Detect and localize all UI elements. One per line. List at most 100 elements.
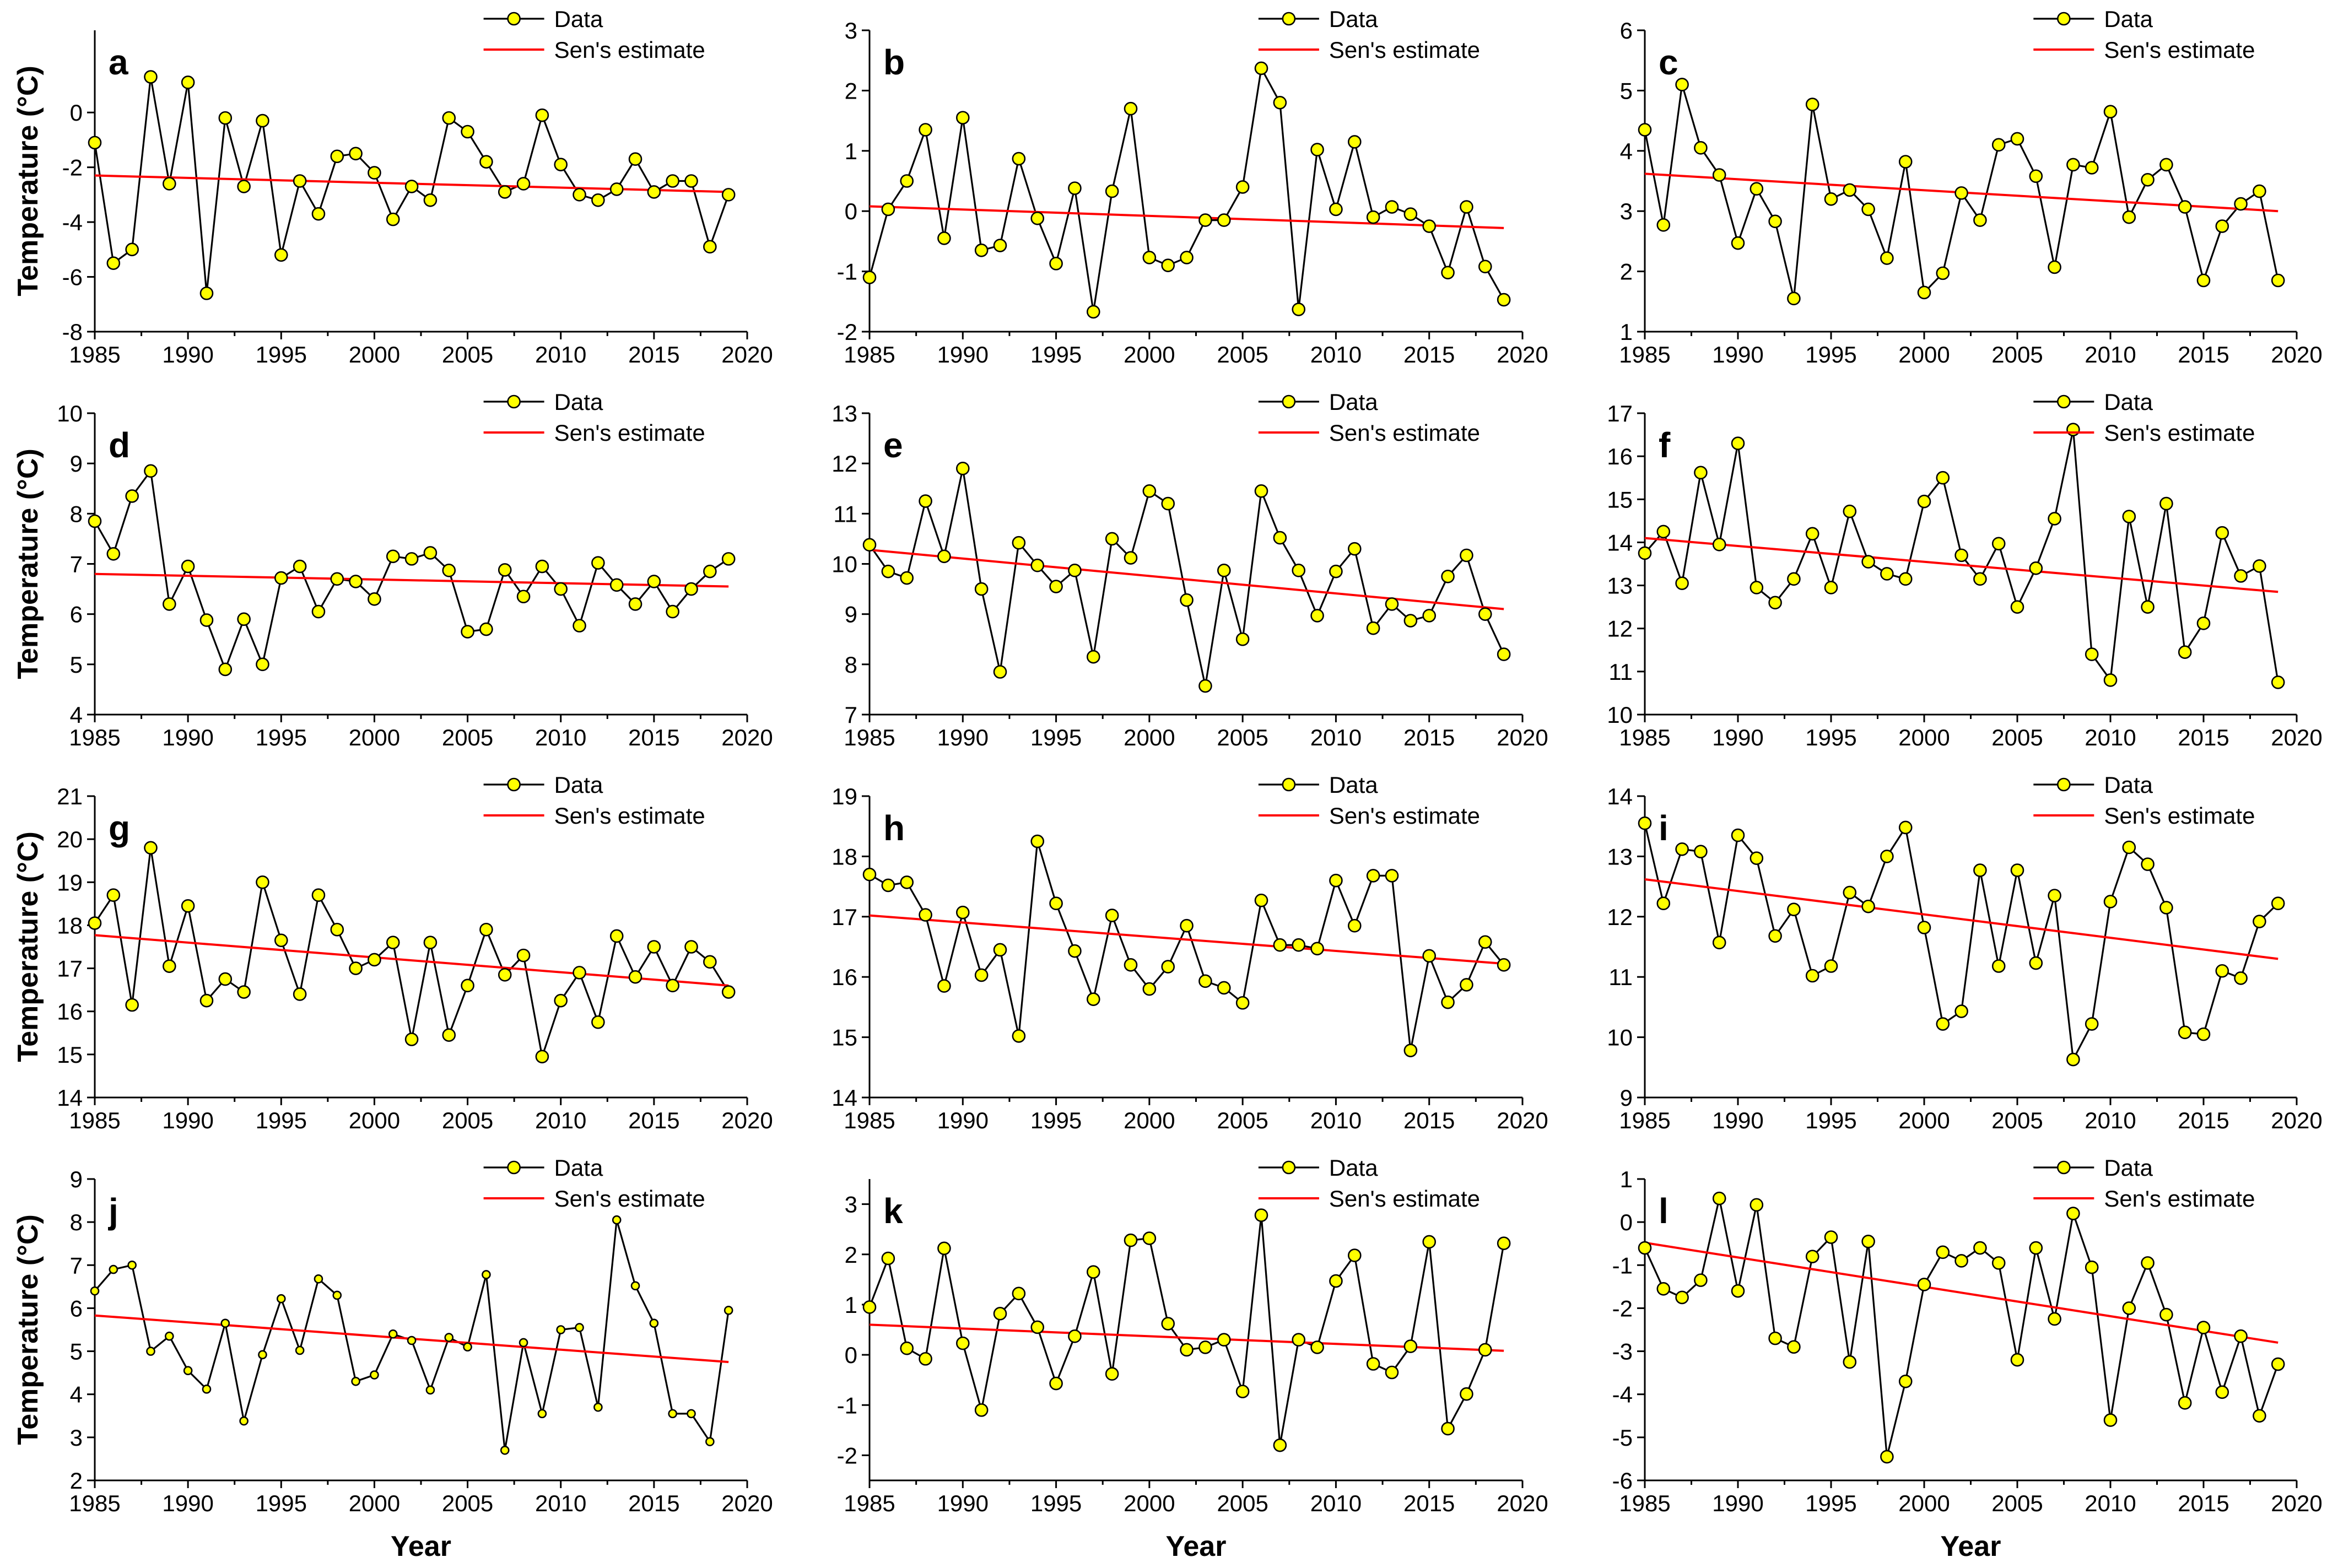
x-tick-label: 1985 bbox=[844, 724, 895, 750]
legend-data: Data bbox=[1258, 772, 1378, 798]
data-point bbox=[862, 271, 877, 284]
y-tick-label: -1 bbox=[1612, 1252, 1633, 1278]
data-point bbox=[516, 590, 531, 604]
y-tick-label: 16 bbox=[831, 964, 857, 990]
data-point bbox=[461, 125, 474, 139]
data-point bbox=[1030, 212, 1045, 225]
x-tick-label: 2000 bbox=[1898, 724, 1950, 750]
y-tick-label: 14 bbox=[57, 1085, 83, 1111]
y-tick-label: 4 bbox=[70, 702, 83, 728]
legend-data: Data bbox=[1258, 1155, 1378, 1181]
x-tick-label: 2010 bbox=[2085, 342, 2136, 367]
y-tick-label: 16 bbox=[57, 999, 83, 1025]
data-point bbox=[937, 231, 951, 245]
data-point bbox=[1478, 1343, 1492, 1357]
data-point bbox=[1385, 1365, 1399, 1380]
y-tick-label: 7 bbox=[70, 551, 83, 577]
legend-trend-label: Sen's estimate bbox=[554, 37, 705, 63]
data-point bbox=[1142, 251, 1157, 264]
data-point bbox=[1385, 597, 1399, 611]
x-tick-label: 1990 bbox=[162, 724, 213, 750]
legend-data-marker bbox=[507, 1160, 521, 1175]
x-tick-label: 2015 bbox=[2178, 1107, 2229, 1133]
data-point bbox=[442, 111, 456, 125]
data-point bbox=[370, 1370, 379, 1380]
data-point bbox=[591, 1015, 605, 1029]
data-point bbox=[1310, 942, 1324, 956]
data-point bbox=[1105, 184, 1119, 198]
data-point bbox=[1656, 218, 1671, 232]
y-tick-label: 15 bbox=[831, 1025, 857, 1051]
data-point bbox=[2271, 675, 2285, 689]
data-point bbox=[2215, 1385, 2229, 1399]
data-point bbox=[1124, 101, 1138, 116]
data-series-line bbox=[868, 66, 1505, 312]
data-point bbox=[721, 552, 736, 566]
panel-letter: e bbox=[883, 425, 903, 465]
data-point bbox=[1161, 496, 1175, 511]
x-tick-label: 2015 bbox=[1403, 1490, 1455, 1516]
data-point bbox=[183, 1366, 193, 1376]
x-tick-label: 1995 bbox=[256, 1490, 307, 1516]
data-point bbox=[1124, 958, 1138, 972]
data-point bbox=[2141, 857, 2155, 871]
legend-trend-label: Sen's estimate bbox=[554, 420, 705, 446]
y-axis-title: Temperature (°C) bbox=[12, 66, 44, 296]
data-point bbox=[1235, 1385, 1250, 1398]
data-point bbox=[1105, 909, 1119, 922]
data-point bbox=[349, 147, 363, 161]
data-point bbox=[2159, 158, 2173, 172]
data-point bbox=[881, 202, 895, 217]
data-point bbox=[1142, 484, 1157, 498]
data-point bbox=[2122, 210, 2136, 224]
y-tick-label: 5 bbox=[70, 1339, 83, 1365]
data-point bbox=[668, 1409, 677, 1419]
data-point bbox=[404, 180, 419, 193]
y-tick-label: 0 bbox=[1620, 1209, 1633, 1235]
data-point bbox=[1217, 1333, 1231, 1347]
legend-data-marker bbox=[1282, 394, 1296, 409]
y-tick-label: 13 bbox=[1607, 573, 1633, 599]
data-point bbox=[2122, 840, 2136, 855]
data-point bbox=[314, 1274, 323, 1284]
data-point bbox=[1460, 200, 1473, 214]
panel-k: 1985 1990 1995 2000 2005 2010 2015 2020 -2 -1 0 1 2 3… bbox=[837, 1155, 1548, 1562]
data-point bbox=[330, 922, 344, 937]
data-point bbox=[1638, 546, 1652, 560]
data-point bbox=[937, 549, 951, 564]
data-point bbox=[1422, 219, 1437, 233]
data-point bbox=[1898, 155, 1913, 169]
data-point bbox=[1638, 123, 1652, 137]
data-point bbox=[2103, 105, 2118, 118]
data-point bbox=[1991, 959, 2006, 973]
sens-estimate-line bbox=[94, 934, 729, 987]
x-tick-label: 1990 bbox=[162, 1107, 213, 1133]
data-point bbox=[330, 149, 344, 164]
data-point bbox=[2196, 1027, 2211, 1041]
y-tick-label: 1 bbox=[1620, 319, 1633, 345]
y-tick-label: 6 bbox=[70, 602, 83, 628]
x-tick-label: 2010 bbox=[1310, 1107, 1362, 1133]
data-point bbox=[106, 888, 121, 902]
data-point bbox=[609, 578, 624, 592]
data-point bbox=[1954, 1254, 1968, 1268]
data-point bbox=[687, 1409, 696, 1419]
y-tick-label: -2 bbox=[1612, 1295, 1633, 1321]
y-tick-label: 13 bbox=[1607, 844, 1633, 869]
x-tick-label: 2005 bbox=[442, 342, 493, 367]
legend-trend: Sen's estimate bbox=[2033, 37, 2255, 63]
x-tick-label: 2000 bbox=[1898, 1107, 1950, 1133]
data-point bbox=[368, 953, 381, 967]
x-tick-label: 1985 bbox=[1619, 724, 1670, 750]
y-tick-label: -2 bbox=[837, 319, 857, 345]
data-point bbox=[2178, 1396, 2192, 1410]
legend-data: Data bbox=[2033, 1155, 2153, 1181]
data-point bbox=[2085, 161, 2099, 175]
data-point bbox=[199, 613, 214, 627]
data-point bbox=[1750, 581, 1764, 594]
legend-trend: Sen's estimate bbox=[1258, 1186, 1480, 1212]
data-point bbox=[1497, 1236, 1511, 1250]
data-point bbox=[554, 582, 568, 596]
data-point bbox=[1385, 200, 1399, 214]
x-tick-label: 2005 bbox=[1991, 1490, 2043, 1516]
